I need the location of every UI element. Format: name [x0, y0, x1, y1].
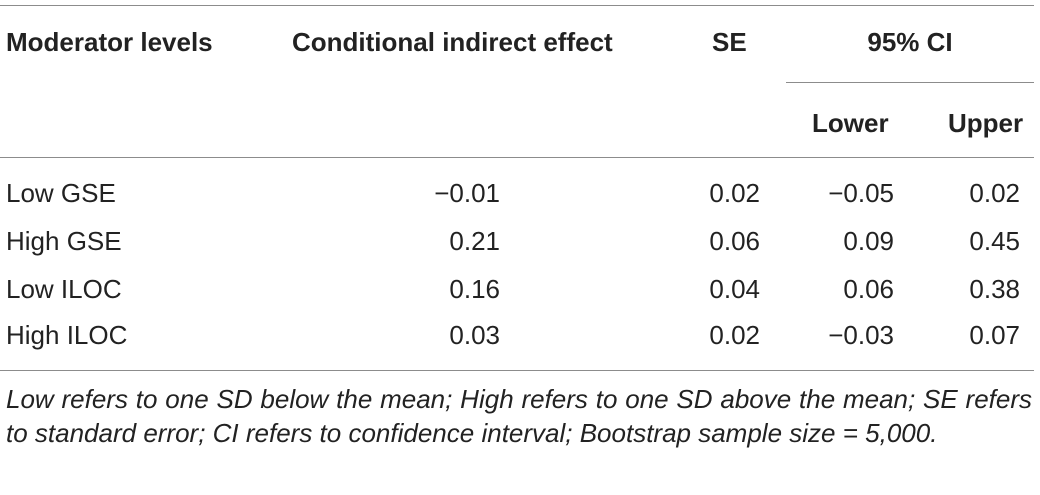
row-upper: 0.02 [969, 178, 1020, 208]
header-conditional-indirect-effect: Conditional indirect effect [292, 27, 613, 57]
row-upper: 0.38 [969, 274, 1020, 304]
row-upper: 0.45 [969, 226, 1020, 256]
row-upper: 0.07 [969, 320, 1020, 350]
table-footnote: Low refers to one SD below the mean; Hig… [6, 384, 1032, 448]
row-se: 0.04 [709, 274, 760, 304]
row-level: High ILOC [6, 320, 128, 350]
header-moderator-levels: Moderator levels [6, 27, 213, 57]
row-lower: −0.05 [828, 178, 894, 208]
row-level: High GSE [6, 226, 122, 256]
row-effect: 0.16 [449, 274, 500, 304]
row-level: Low ILOC [6, 274, 122, 304]
header-se: SE [712, 27, 747, 57]
table-top-rule [0, 5, 1034, 6]
table-bottom-rule [0, 370, 1034, 371]
row-lower: −0.03 [828, 320, 894, 350]
row-se: 0.06 [709, 226, 760, 256]
header-upper: Upper [948, 108, 1024, 138]
row-lower: 0.06 [843, 274, 894, 304]
row-effect: 0.03 [449, 320, 500, 350]
header-ci: 95% CI [867, 27, 953, 57]
row-effect: −0.01 [434, 178, 500, 208]
row-se: 0.02 [709, 320, 760, 350]
header-bottom-rule [0, 157, 1034, 158]
row-se: 0.02 [709, 178, 760, 208]
ci-subheader-rule [786, 82, 1034, 83]
row-level: Low GSE [6, 178, 116, 208]
header-lower: Lower [812, 108, 889, 138]
row-effect: 0.21 [449, 226, 500, 256]
row-lower: 0.09 [843, 226, 894, 256]
